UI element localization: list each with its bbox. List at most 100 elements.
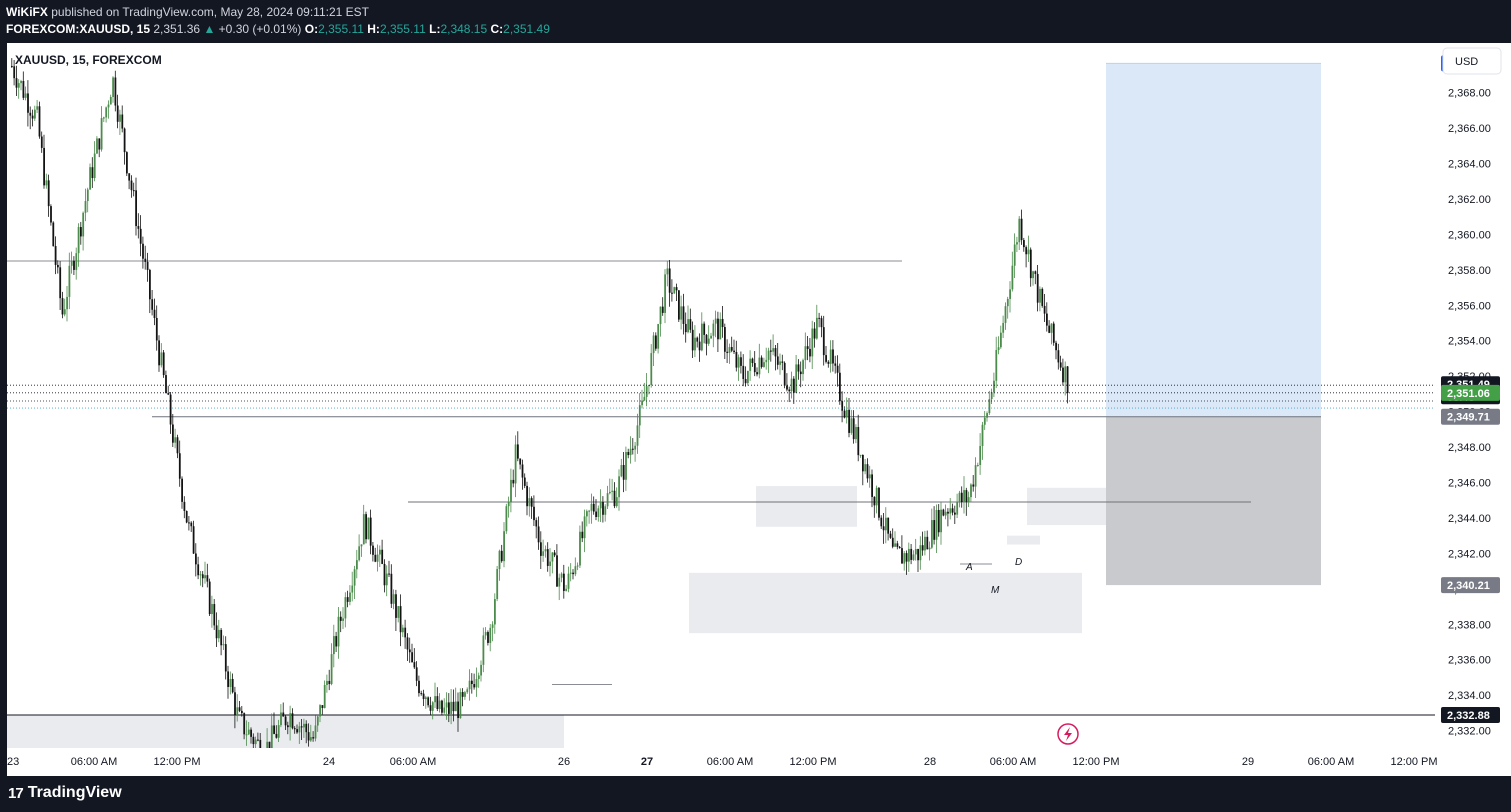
candles-layer: [11, 58, 1069, 775]
flash-icon[interactable]: [1057, 723, 1079, 745]
candle: [172, 414, 174, 448]
chart-title: XAUUSD, 15, FOREXCOM: [15, 53, 162, 67]
candle: [103, 116, 105, 123]
candle: [165, 370, 167, 394]
chart-pane[interactable]: A D M XAUUSD, 15, FOREXCOM 2,332.00 2,334.0…: [7, 43, 1511, 776]
candle: [684, 312, 687, 343]
chart-svg[interactable]: A D M XAUUSD, 15, FOREXCOM 2,332.00 2,334.0…: [7, 43, 1511, 776]
candle: [944, 504, 947, 520]
zone-box[interactable]: [689, 572, 1082, 634]
candle: [689, 308, 692, 333]
candle: [450, 688, 453, 725]
candle: [707, 325, 710, 346]
candle: [737, 354, 740, 381]
zone-box[interactable]: [756, 486, 857, 527]
price-label: 2,349.71: [1441, 408, 1500, 425]
candle: [349, 585, 351, 606]
tradingview-logo[interactable]: 17 TradingView: [8, 784, 122, 802]
candle: [238, 701, 241, 713]
candle: [425, 695, 427, 709]
candle: [1064, 361, 1067, 396]
candle: [243, 712, 246, 740]
candle: [418, 675, 420, 697]
candle: [507, 496, 510, 518]
candle: [293, 726, 296, 734]
candle: [790, 371, 793, 399]
candle: [673, 286, 676, 294]
candle: [885, 507, 887, 544]
candle: [438, 693, 441, 713]
candle: [901, 535, 903, 564]
candle: [908, 542, 910, 572]
y-tick-label: 2,344.00: [1448, 513, 1491, 525]
up-arrow-icon: ▲: [203, 22, 216, 36]
candle: [374, 547, 377, 563]
candle: [928, 541, 931, 561]
candle: [73, 256, 75, 275]
candle: [429, 696, 432, 716]
candle: [445, 692, 448, 720]
candle: [949, 498, 952, 520]
candle: [977, 462, 979, 467]
candle: [724, 323, 726, 360]
candle: [1034, 270, 1037, 285]
x-tick-label: 12:00 PM: [1390, 756, 1437, 768]
candle: [86, 187, 89, 213]
candle: [553, 549, 556, 558]
candle: [839, 363, 841, 405]
x-tick-label: 06:00 AM: [990, 756, 1036, 768]
candle: [581, 521, 584, 543]
candle: [519, 458, 522, 470]
target-zone[interactable]: [1106, 63, 1321, 417]
candle: [59, 261, 62, 311]
candle: [873, 496, 876, 518]
x-tick-label: 12:00 PM: [153, 756, 200, 768]
y-tick-label: 2,354.00: [1448, 336, 1491, 348]
candle: [636, 413, 639, 454]
zone-box[interactable]: [1007, 535, 1040, 545]
candle: [889, 530, 892, 539]
candle: [280, 704, 282, 728]
candle: [963, 476, 965, 514]
candle: [979, 433, 982, 475]
candle: [277, 719, 280, 742]
author-name[interactable]: WiKiFX: [6, 5, 48, 19]
candle: [521, 459, 524, 490]
candle: [1009, 281, 1011, 313]
annotation-label: M: [991, 585, 1000, 596]
candle: [701, 312, 703, 352]
candle: [712, 319, 715, 348]
candle: [211, 595, 213, 628]
candle: [1048, 320, 1051, 334]
candle: [91, 157, 94, 188]
candle: [77, 223, 80, 267]
candle: [537, 516, 540, 550]
candle: [880, 515, 883, 530]
candle: [1059, 355, 1062, 371]
currency-button[interactable]: USD: [1442, 47, 1502, 75]
candle: [517, 431, 519, 462]
candle: [227, 665, 229, 699]
stop-zone[interactable]: [1106, 416, 1321, 586]
tradingview-brand: TradingView: [27, 784, 122, 801]
candle: [215, 612, 218, 648]
currency-label[interactable]: USD: [1455, 56, 1478, 68]
candle: [1020, 209, 1023, 245]
candle: [36, 99, 39, 114]
candle: [767, 347, 770, 374]
candle: [512, 469, 515, 488]
candle: [448, 693, 450, 723]
candle: [526, 481, 528, 516]
candle: [339, 611, 342, 633]
candle: [921, 531, 924, 556]
candle: [360, 544, 363, 557]
candle: [22, 71, 25, 101]
candle: [52, 221, 55, 247]
candle: [958, 490, 961, 508]
y-tick-label: 2,338.00: [1448, 619, 1491, 631]
candle: [379, 545, 381, 568]
candle: [613, 482, 616, 509]
candle: [710, 332, 712, 339]
candle: [408, 637, 411, 663]
candle: [933, 506, 936, 545]
